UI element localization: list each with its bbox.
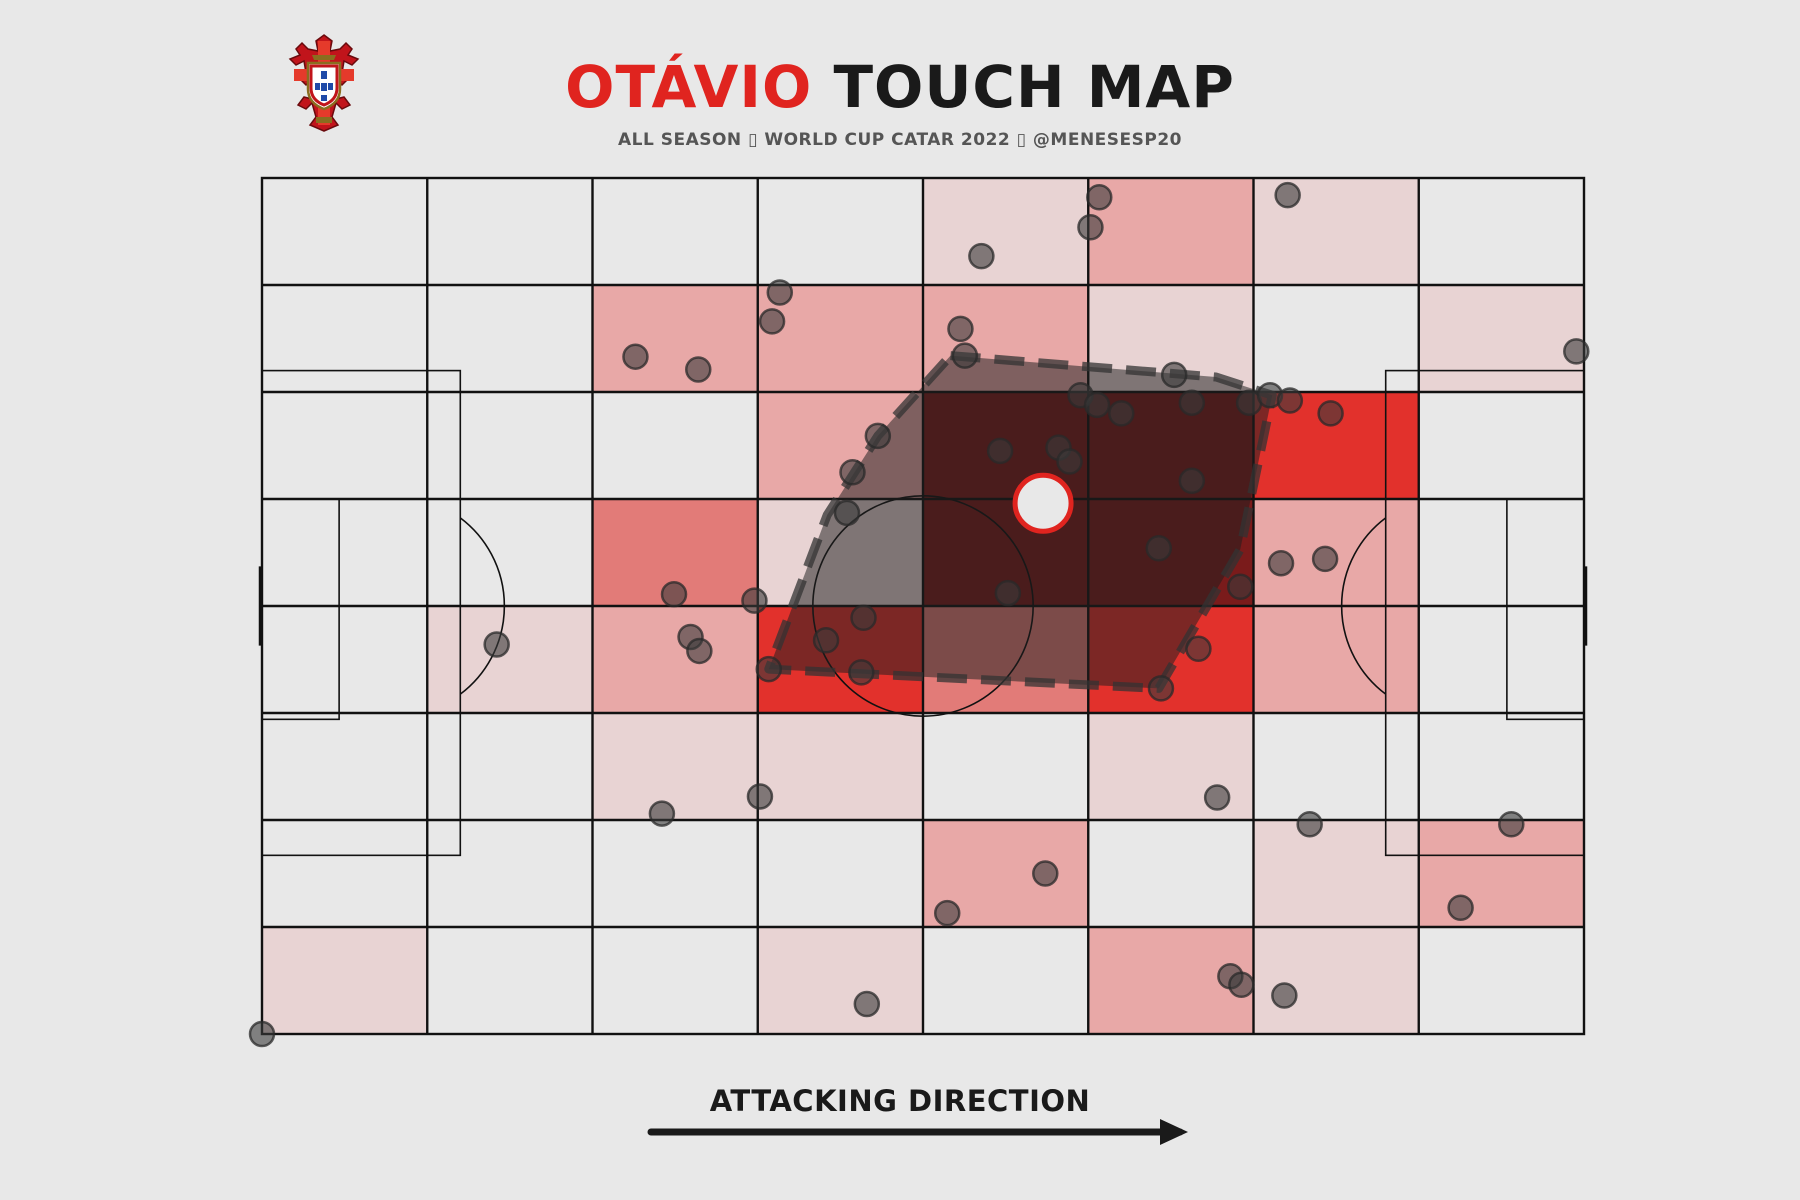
touch-point (1447, 894, 1474, 921)
heatmap-cell (1253, 927, 1419, 1034)
touch-point (994, 579, 1022, 607)
heatmap-cell (1418, 820, 1584, 927)
heatmap-cell (592, 285, 758, 392)
touch-point (1145, 534, 1173, 562)
chart-title: OTÁVIO TOUCH MAP (0, 52, 1800, 122)
touch-point (1086, 184, 1113, 211)
touch-point (864, 422, 892, 450)
touch-point (1227, 573, 1254, 600)
touch-point (1498, 811, 1525, 838)
touch-point (848, 659, 875, 686)
heatmap-cell (592, 713, 758, 820)
touch-points (248, 181, 1590, 1048)
touch-point (1056, 448, 1083, 475)
pitch-outline (260, 176, 1586, 1036)
touch-point (1077, 213, 1104, 241)
touch-point (812, 626, 840, 654)
right-six-yard-box (1506, 498, 1585, 721)
heatmap-cell (1088, 178, 1254, 285)
heatmap-cell (1418, 285, 1584, 392)
heatmap-cell (1253, 606, 1419, 713)
average-position (1012, 472, 1074, 534)
touch-point (622, 343, 649, 370)
touch-point (686, 637, 713, 665)
touch-point (1160, 361, 1188, 389)
touch-point (648, 800, 676, 827)
heatmap-cell (923, 178, 1089, 285)
touch-point (1296, 811, 1323, 838)
touch-point (1276, 387, 1304, 414)
touch-point (1311, 545, 1339, 573)
average-position-marker (1012, 472, 1074, 534)
touch-point (1083, 391, 1111, 419)
touch-point (853, 990, 881, 1018)
attacking-direction-arrow-icon (647, 1119, 1188, 1145)
touch-point (1274, 181, 1301, 209)
attacking-direction-label: ATTACKING DIRECTION (709, 1084, 1091, 1118)
heatmap-cell (262, 927, 428, 1034)
touch-point (755, 655, 783, 683)
touch-point (1271, 982, 1298, 1009)
touch-point (248, 1020, 276, 1048)
player-name: OTÁVIO (565, 53, 813, 121)
touch-point (951, 342, 979, 369)
touch-point (1563, 338, 1590, 365)
chart-subtitle: ALL SEASON ▯ WORLD CUP CATAR 2022 ▯ @MEN… (617, 130, 1183, 150)
touch-point (1108, 400, 1135, 427)
left-six-yard-box (261, 498, 340, 721)
touch-point (1032, 860, 1059, 887)
touch-point (1178, 467, 1206, 495)
heatmap-cell (427, 606, 593, 713)
touch-point (986, 437, 1014, 465)
touch-point (1228, 971, 1255, 999)
touch-point (968, 242, 995, 270)
touch-point (660, 580, 688, 608)
heatmap-cell (592, 606, 758, 713)
heatmap-cell (757, 713, 923, 820)
touch-point (1185, 635, 1212, 663)
touch-point (947, 315, 974, 343)
touch-point (483, 631, 510, 658)
touch-point (766, 279, 794, 306)
touch-point (741, 587, 768, 614)
touch-point (685, 356, 712, 383)
touch-point (1317, 400, 1344, 427)
touch-point (1203, 784, 1231, 811)
touch-point (1147, 675, 1175, 702)
portugal-fpf-crest-icon (288, 34, 360, 132)
touch-point (833, 499, 861, 527)
title-rest: TOUCH MAP (833, 53, 1235, 121)
touch-point (850, 604, 877, 632)
touch-point (1178, 389, 1206, 416)
touch-point (746, 783, 774, 810)
heatmap-cell (1253, 820, 1419, 927)
touch-point (758, 308, 786, 335)
touch-point (933, 899, 961, 927)
touch-point (839, 459, 866, 486)
touch-point (1267, 549, 1295, 577)
heatmap-cell (757, 927, 923, 1034)
